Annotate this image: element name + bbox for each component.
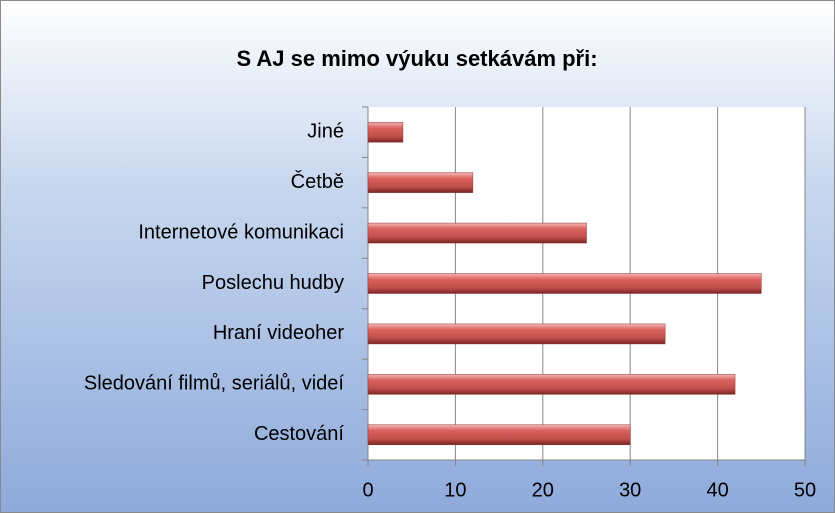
bar — [367, 222, 587, 244]
y-tick-label: Četbě — [291, 170, 344, 193]
y-tick-label: Poslechu hudby — [202, 272, 344, 294]
bar — [367, 273, 762, 294]
x-tick-label: 30 — [619, 479, 641, 501]
bar — [367, 374, 736, 395]
chart-title: S AJ se mimo výuku setkávám při: — [236, 46, 597, 71]
x-tick-label: 10 — [444, 479, 466, 501]
y-tick-label: Jiné — [307, 120, 344, 142]
bar — [367, 121, 404, 143]
y-tick-label: Internetové komunikaci — [138, 221, 344, 243]
bar — [367, 424, 631, 446]
y-tick-label: Hraní videoher — [213, 322, 345, 344]
bar — [367, 323, 666, 345]
x-tick-label: 50 — [794, 479, 816, 501]
x-tick-label: 40 — [706, 479, 728, 501]
y-tick-label: Sledování filmů, seriálů, videí — [84, 373, 345, 395]
y-tick-label: Cestování — [254, 423, 344, 445]
x-tick-label: 0 — [362, 479, 373, 501]
x-tick-label: 20 — [532, 479, 554, 501]
bar — [367, 172, 474, 193]
